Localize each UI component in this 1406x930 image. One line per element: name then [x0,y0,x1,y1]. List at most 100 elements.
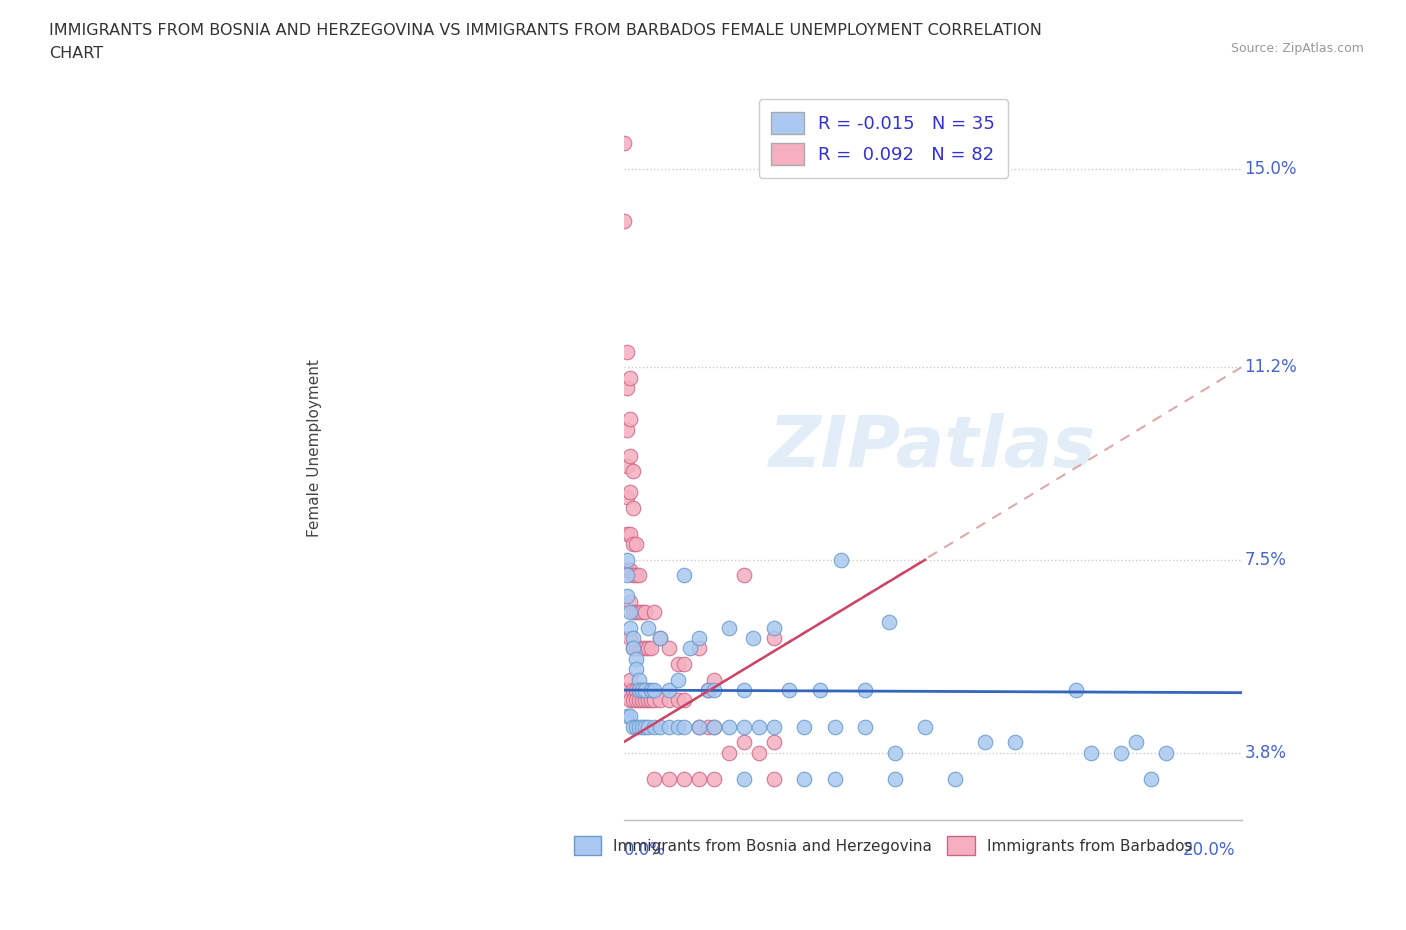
Point [619,412,641,427]
Point [830,552,852,567]
Point [672,693,695,708]
Point [624,641,647,656]
Point [619,526,641,541]
Point [742,631,765,645]
Point [619,672,641,687]
Text: 20.0%: 20.0% [1182,841,1236,859]
Point [733,771,755,786]
Point [1064,683,1087,698]
Point [621,537,644,551]
Point [703,672,725,687]
Point [643,604,665,619]
Point [619,709,641,724]
Point [824,771,846,786]
Point [634,604,657,619]
Point [616,563,638,578]
Point [648,693,671,708]
Point [688,719,710,734]
Point [627,672,650,687]
Point [621,693,644,708]
Point [634,641,657,656]
Point [697,719,720,734]
Text: CHART: CHART [49,46,103,61]
Point [630,719,652,734]
Point [666,672,689,687]
Point [616,344,638,359]
Point [658,683,681,698]
Point [658,693,681,708]
Point [624,604,647,619]
Point [778,683,800,698]
Point [616,458,638,473]
Point [624,568,647,583]
Point [658,771,681,786]
Point [1004,735,1026,750]
Point [630,641,652,656]
Point [619,604,641,619]
Point [624,662,647,677]
Point [643,719,665,734]
Text: 11.2%: 11.2% [1244,358,1298,376]
Point [616,422,638,437]
Text: Female Unemployment: Female Unemployment [307,359,322,537]
Point [688,771,710,786]
Point [621,683,644,698]
Point [763,771,786,786]
Point [621,641,644,656]
Point [616,568,638,583]
Point [718,620,741,635]
Point [630,693,652,708]
Point [619,620,641,635]
Point [630,683,652,698]
Point [627,568,650,583]
Point [748,719,770,734]
Point [627,693,650,708]
Point [630,683,652,698]
Point [733,719,755,734]
Point [733,735,755,750]
Point [703,719,725,734]
Text: 3.8%: 3.8% [1244,744,1286,762]
Point [613,214,636,229]
Point [697,683,720,698]
Point [616,683,638,698]
Point [679,641,702,656]
Point [733,683,755,698]
Point [619,485,641,499]
Point [672,657,695,671]
Point [627,604,650,619]
Point [619,693,641,708]
Point [1080,745,1102,760]
Point [853,719,876,734]
Point [619,563,641,578]
Point [643,693,665,708]
Text: 0.0%: 0.0% [624,841,665,859]
Point [624,693,647,708]
Point [666,719,689,734]
Point [763,631,786,645]
Point [621,500,644,515]
Point [648,631,671,645]
Point [619,631,641,645]
Point [616,709,638,724]
Point [672,568,695,583]
Text: Source: ZipAtlas.com: Source: ZipAtlas.com [1230,42,1364,55]
Point [637,620,659,635]
Point [616,490,638,505]
Point [640,683,662,698]
Point [634,683,657,698]
Point [748,745,770,760]
Point [718,719,741,734]
Point [688,641,710,656]
Point [634,693,657,708]
Point [666,693,689,708]
Point [637,719,659,734]
Point [616,380,638,395]
Point [634,683,657,698]
Point [733,568,755,583]
Point [688,631,710,645]
Point [824,719,846,734]
Point [672,771,695,786]
Point [974,735,997,750]
Point [643,683,665,698]
